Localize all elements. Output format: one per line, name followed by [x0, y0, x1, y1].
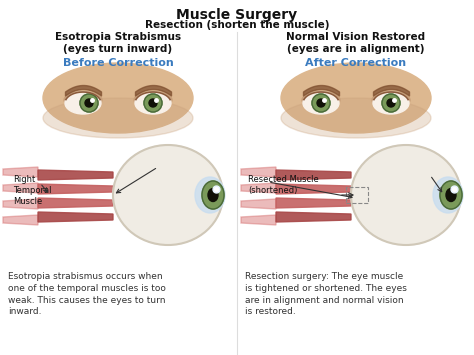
Polygon shape: [38, 198, 113, 208]
Polygon shape: [3, 183, 38, 193]
Ellipse shape: [80, 94, 98, 112]
Ellipse shape: [202, 181, 224, 209]
Text: Right
Temporal
Muscle: Right Temporal Muscle: [13, 175, 52, 206]
Ellipse shape: [43, 98, 193, 138]
Text: Resection (shorten the muscle): Resection (shorten the muscle): [145, 20, 329, 30]
Polygon shape: [3, 215, 38, 225]
Polygon shape: [241, 199, 276, 209]
Polygon shape: [241, 183, 276, 193]
Ellipse shape: [208, 189, 218, 202]
Polygon shape: [241, 167, 276, 177]
Text: After Correction: After Correction: [305, 58, 407, 68]
Ellipse shape: [372, 92, 410, 108]
Ellipse shape: [440, 181, 462, 209]
Text: Muscle Surgery: Muscle Surgery: [176, 8, 298, 22]
Text: Muscle to
be corrected: Muscle to be corrected: [148, 160, 201, 180]
Text: Muscle
Repair
Section: Muscle Repair Section: [422, 168, 453, 199]
Ellipse shape: [387, 99, 395, 107]
Ellipse shape: [433, 177, 463, 213]
Text: Normal Vision Restored
(eyes are in alignment): Normal Vision Restored (eyes are in alig…: [286, 32, 426, 54]
Polygon shape: [276, 212, 351, 222]
Ellipse shape: [113, 145, 223, 245]
Polygon shape: [276, 198, 351, 208]
Polygon shape: [3, 199, 38, 209]
Bar: [346, 187, 368, 203]
Ellipse shape: [382, 94, 400, 112]
Ellipse shape: [144, 94, 162, 112]
Ellipse shape: [303, 92, 339, 114]
Ellipse shape: [302, 92, 340, 108]
Ellipse shape: [281, 98, 431, 138]
Polygon shape: [241, 215, 276, 225]
Ellipse shape: [351, 145, 461, 245]
Ellipse shape: [65, 92, 101, 114]
Polygon shape: [38, 212, 113, 222]
Ellipse shape: [149, 99, 157, 107]
Ellipse shape: [281, 63, 431, 133]
Ellipse shape: [43, 63, 193, 133]
Text: Esotropia Strabismus
(eyes turn inward): Esotropia Strabismus (eyes turn inward): [55, 32, 181, 54]
Ellipse shape: [373, 92, 409, 114]
Ellipse shape: [135, 92, 171, 114]
Ellipse shape: [317, 99, 325, 107]
Text: Esotropia strabismus occurs when
one of the temporal muscles is too
weak. This c: Esotropia strabismus occurs when one of …: [8, 272, 166, 316]
Ellipse shape: [64, 92, 102, 108]
Ellipse shape: [85, 99, 93, 107]
Text: Before Correction: Before Correction: [63, 58, 173, 68]
Polygon shape: [3, 167, 38, 177]
Ellipse shape: [446, 189, 456, 202]
Polygon shape: [276, 184, 351, 194]
Polygon shape: [38, 170, 113, 180]
Text: Resection surgery: The eye muscle
is tightened or shortened. The eyes
are in ali: Resection surgery: The eye muscle is tig…: [245, 272, 407, 316]
Ellipse shape: [195, 177, 225, 213]
Text: Resected Muscle
(shortened): Resected Muscle (shortened): [248, 175, 319, 195]
Polygon shape: [276, 170, 351, 180]
Ellipse shape: [312, 94, 330, 112]
Polygon shape: [38, 184, 113, 194]
Ellipse shape: [134, 92, 172, 108]
